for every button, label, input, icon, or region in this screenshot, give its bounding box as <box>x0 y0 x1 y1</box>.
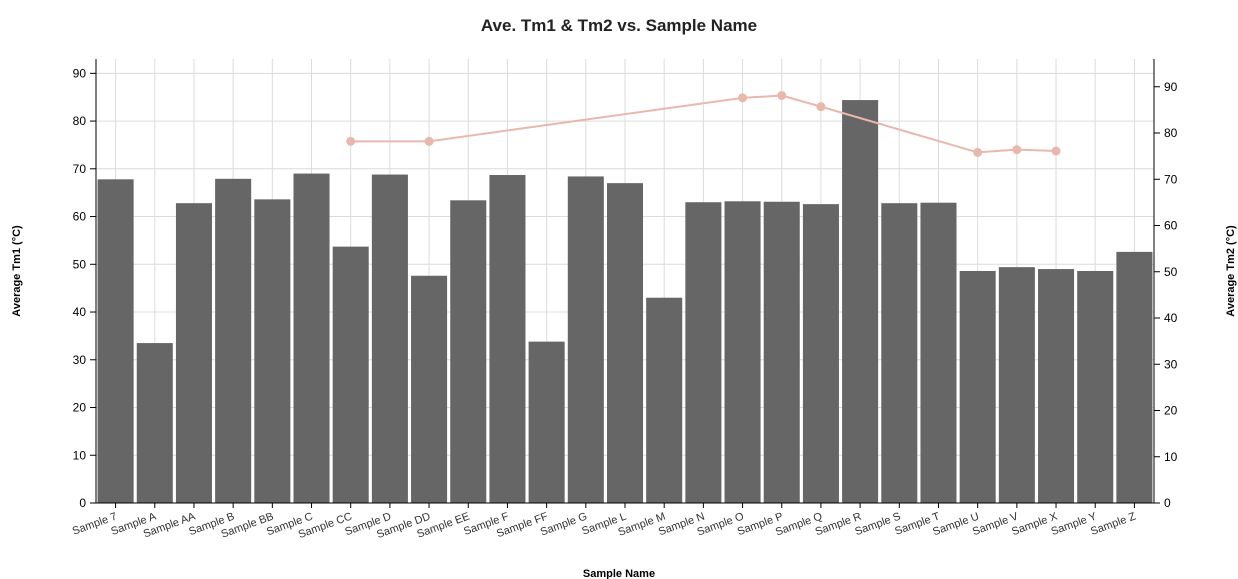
bar <box>842 100 879 503</box>
y2-axis-title: Average Tm2 (°C) <box>1225 225 1237 317</box>
bar <box>920 202 957 503</box>
bar <box>371 174 408 504</box>
bar <box>802 204 839 503</box>
y2-tick-label: 20 <box>1164 404 1178 418</box>
y2-tick-label: 30 <box>1164 357 1178 371</box>
bar <box>528 341 565 503</box>
y-axis-title: Average Tm1 (°C) <box>11 225 23 317</box>
series-line <box>350 94 1057 154</box>
line-point <box>777 91 787 101</box>
y2-tick-label: 60 <box>1164 219 1178 233</box>
bar <box>332 246 369 504</box>
chart-title: Ave. Tm1 & Tm2 vs. Sample Name <box>481 16 757 35</box>
bar <box>136 343 173 503</box>
y-tick-label: 20 <box>73 401 87 415</box>
y-tick-label: 80 <box>73 114 87 128</box>
line-point <box>424 136 434 146</box>
bar <box>763 201 800 503</box>
line-point <box>346 136 356 146</box>
bar <box>724 201 761 503</box>
bar <box>1116 251 1153 503</box>
y2-tick-label: 10 <box>1164 450 1178 464</box>
y2-tick-label: 80 <box>1164 126 1178 140</box>
line-point <box>973 147 983 157</box>
bar <box>567 176 604 503</box>
bar <box>411 275 448 503</box>
y2-tick-label: 50 <box>1164 265 1178 279</box>
bar <box>489 175 526 503</box>
bar <box>646 297 683 503</box>
bar <box>1038 269 1075 503</box>
y-tick-label: 70 <box>73 162 87 176</box>
y-tick-label: 40 <box>73 305 87 319</box>
x-tick-label: Sample Z <box>1089 510 1138 537</box>
line-point <box>738 93 748 103</box>
bar <box>97 179 134 503</box>
axes: 0 10 20 30 40 50 60 70 80 90 0 10 20 30 40 50 60 70 80 90 <box>73 59 1178 510</box>
y-tick-label: 50 <box>73 257 87 271</box>
y2-tick-label: 0 <box>1164 496 1171 510</box>
line-point <box>1051 146 1061 156</box>
y-tick-label: 90 <box>73 66 87 80</box>
y2-tick-label: 90 <box>1164 80 1178 94</box>
bar <box>881 203 918 503</box>
bar <box>998 267 1035 503</box>
x-axis-title: Sample Name <box>583 568 655 579</box>
bar <box>254 199 291 503</box>
bar <box>450 200 487 503</box>
x-tick-label: Sample S <box>853 511 902 539</box>
bar <box>959 270 996 503</box>
bar <box>175 203 212 503</box>
y2-tick-label: 40 <box>1164 311 1178 325</box>
bar <box>293 173 330 504</box>
y-tick-label: 0 <box>79 496 86 510</box>
y2-tick-label: 70 <box>1164 172 1178 186</box>
bar <box>685 202 722 503</box>
y-tick-label: 30 <box>73 353 87 367</box>
bar-series <box>97 100 1153 504</box>
y-tick-label: 60 <box>73 210 87 224</box>
line-series <box>346 91 1061 157</box>
bar <box>215 178 252 503</box>
bar <box>1077 270 1114 503</box>
line-point <box>1012 145 1022 155</box>
y-tick-label: 10 <box>73 448 87 462</box>
line-point <box>816 102 826 112</box>
bar <box>606 183 644 503</box>
